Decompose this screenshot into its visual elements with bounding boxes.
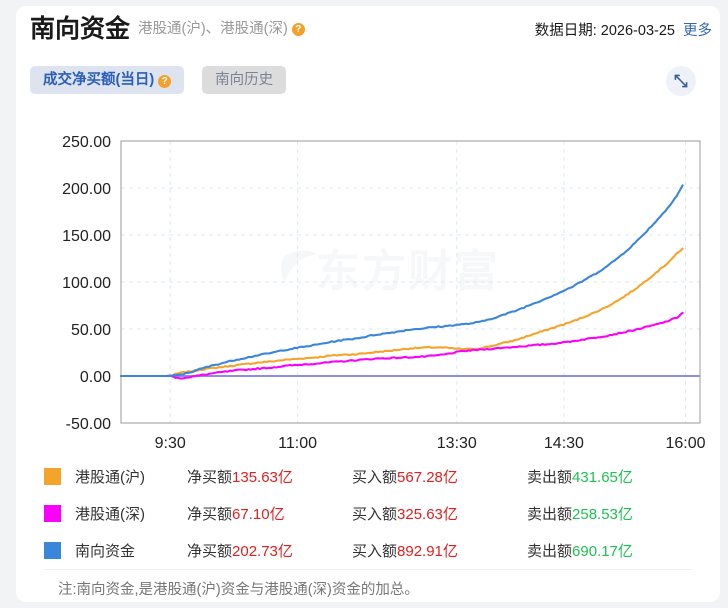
chart-area[interactable]: 东方财富 -50.00 0.00 50.00 100.00 150.00 200.00 250…	[16, 110, 720, 450]
page-subtitle: 港股通(沪)、港股通(深)?	[138, 22, 305, 37]
legend-sell: 卖出额258.53亿	[527, 503, 692, 524]
legend-color-swatch	[44, 542, 61, 559]
data-date-group: 数据日期: 2026-03-25 更多	[535, 19, 712, 40]
y-axis-tick-label: 250.00	[62, 134, 111, 151]
legend-sell-value: 258.53	[572, 506, 618, 523]
legend-net-buy: 净买额67.10亿	[187, 503, 352, 524]
legend-buy-label: 买入额	[352, 469, 398, 486]
legend-net-buy-label: 净买额	[187, 506, 233, 523]
legend-net-buy: 净买额135.63亿	[187, 466, 352, 487]
legend-net-buy-value: 202.73	[232, 543, 278, 560]
x-axis-tick-label: 16:00	[666, 435, 706, 450]
legend-row[interactable]: 港股通(深) 净买额67.10亿 买入额325.63亿 卖出额258.53亿	[30, 495, 706, 532]
legend-buy-unit: 亿	[442, 506, 458, 523]
legend-divider	[44, 569, 692, 570]
legend-net-buy-label: 净买额	[187, 543, 233, 560]
legend-sell: 卖出额690.17亿	[527, 540, 692, 561]
question-mark-icon[interactable]: ?	[291, 22, 305, 36]
x-axis-tick-label: 14:30	[544, 435, 584, 450]
legend-net-buy-value: 67.10	[232, 506, 270, 523]
legend-net-buy-label: 净买额	[187, 469, 233, 486]
legend-sell-label: 卖出额	[527, 469, 573, 486]
legend-buy: 买入额325.63亿	[352, 503, 527, 524]
net-buy-line-chart[interactable]: 东方财富 -50.00 0.00 50.00 100.00 150.00 200.00 250…	[16, 110, 720, 450]
legend-sell-unit: 亿	[617, 506, 633, 523]
y-axis-tick-label: 100.00	[62, 275, 111, 292]
legend-net-buy-unit: 亿	[269, 506, 285, 523]
legend-color-swatch	[44, 468, 61, 485]
legend-buy-value: 325.63	[397, 506, 443, 523]
x-axis-tick-label: 13:30	[437, 435, 477, 450]
legend-color-swatch	[44, 505, 61, 522]
legend-buy-label: 买入额	[352, 543, 398, 560]
legend-buy-unit: 亿	[442, 469, 458, 486]
legend-series-name: 港股通(沪)	[75, 469, 145, 486]
svg-text:东方财富: 东方财富	[316, 247, 500, 296]
page-title: 南向资金	[30, 14, 131, 43]
plot-frame	[120, 140, 701, 424]
legend-buy-label: 买入额	[352, 506, 398, 523]
legend-net-buy: 净买额202.73亿	[187, 540, 352, 561]
legend-buy-value: 567.28	[397, 469, 443, 486]
legend-row[interactable]: 港股通(沪) 净买额135.63亿 买入额567.28亿 卖出额431.65亿	[30, 458, 706, 495]
legend-net-buy-unit: 亿	[277, 543, 293, 560]
legend-buy: 买入额892.91亿	[352, 540, 527, 561]
legend-buy-value: 892.91	[397, 543, 443, 560]
legend-buy-unit: 亿	[442, 543, 458, 560]
page-subtitle-text: 港股通(沪)、港股通(深)	[138, 20, 288, 37]
chart-note: 注:南向资金,是港股通(沪)资金与港股通(深)资金的加总。	[58, 582, 419, 598]
chart-legend: 港股通(沪) 净买额135.63亿 买入额567.28亿 卖出额431.65亿 …	[30, 458, 706, 569]
card-header: 南向资金 港股通(沪)、港股通(深)? 数据日期: 2026-03-25 更多	[16, 6, 720, 52]
question-mark-icon[interactable]: ?	[158, 75, 172, 88]
legend-row[interactable]: 南向资金 净买额202.73亿 买入额892.91亿 卖出额690.17亿	[30, 532, 706, 569]
legend-series-name: 港股通(深)	[75, 506, 145, 523]
x-axis-tick-label: 11:00	[278, 435, 317, 450]
series-line	[119, 311, 684, 380]
tab-southbound-history[interactable]: 南向历史	[202, 66, 287, 94]
y-axis-tick-label: 0.00	[80, 369, 111, 386]
legend-net-buy-unit: 亿	[277, 469, 293, 486]
tab-net-buy-today[interactable]: 成交净买额(当日)?	[30, 66, 185, 94]
watermark: 东方财富	[281, 247, 500, 296]
legend-net-buy-value: 135.63	[232, 469, 278, 486]
y-axis-tick-label: 50.00	[71, 322, 111, 339]
tab-net-buy-today-label: 成交净买额(当日)	[43, 72, 155, 88]
data-date-label: 数据日期:	[534, 23, 597, 39]
series-line	[119, 184, 684, 378]
legend-sell: 卖出额431.65亿	[527, 466, 692, 487]
tab-southbound-history-label: 南向历史	[215, 72, 274, 88]
y-axis-tick-label: 200.00	[62, 181, 111, 198]
southbound-funds-card: 南向资金 港股通(沪)、港股通(深)? 数据日期: 2026-03-25 更多 …	[16, 6, 720, 602]
y-axis-tick-label: 150.00	[62, 228, 111, 245]
legend-sell-value: 690.17	[572, 543, 618, 560]
legend-sell-label: 卖出额	[527, 506, 573, 523]
more-link[interactable]: 更多	[683, 23, 712, 39]
data-date-value: 2026-03-25	[600, 23, 675, 39]
legend-sell-unit: 亿	[617, 469, 633, 486]
chart-tabs: 成交净买额(当日)? 南向历史	[30, 66, 287, 94]
legend-sell-unit: 亿	[617, 543, 633, 560]
x-axis-tick-label: 9:30	[155, 435, 186, 450]
legend-sell-value: 431.65	[572, 469, 618, 486]
legend-series-name: 南向资金	[75, 543, 136, 560]
expand-arrows-icon[interactable]	[666, 66, 696, 96]
y-axis-tick-label: -50.00	[66, 416, 111, 433]
series-line	[119, 247, 684, 378]
legend-sell-label: 卖出额	[527, 543, 573, 560]
legend-buy: 买入额567.28亿	[352, 466, 527, 487]
